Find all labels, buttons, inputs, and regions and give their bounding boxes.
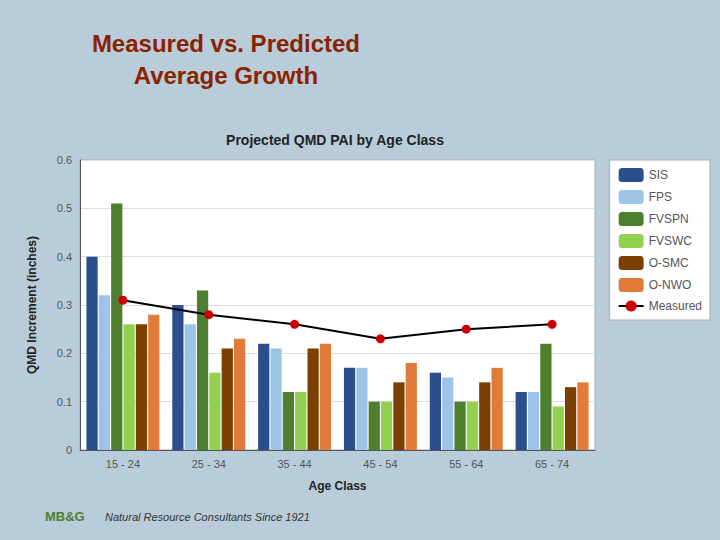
svg-text:45 - 54: 45 - 54 <box>363 458 397 470</box>
svg-text:25 - 34: 25 - 34 <box>192 458 226 470</box>
svg-text:O-NWO: O-NWO <box>649 278 692 292</box>
svg-text:FVSWC: FVSWC <box>649 234 693 248</box>
svg-text:65 - 74: 65 - 74 <box>535 458 569 470</box>
svg-text:0.3: 0.3 <box>57 299 72 311</box>
svg-text:0.1: 0.1 <box>57 396 72 408</box>
svg-text:O-SMC: O-SMC <box>649 256 689 270</box>
svg-text:0.4: 0.4 <box>57 251 72 263</box>
svg-text:0.5: 0.5 <box>57 202 72 214</box>
svg-text:MB&G: MB&G <box>45 509 85 524</box>
svg-text:FPS: FPS <box>649 190 672 204</box>
svg-text:FVSPN: FVSPN <box>649 212 689 226</box>
svg-text:0.2: 0.2 <box>57 347 72 359</box>
svg-text:QMD Increment (inches): QMD Increment (inches) <box>25 236 39 374</box>
svg-text:Natural Resource Consultants S: Natural Resource Consultants Since 1921 <box>105 511 310 523</box>
svg-text:0.6: 0.6 <box>57 154 72 166</box>
svg-text:15 - 24: 15 - 24 <box>106 458 140 470</box>
svg-text:Measured: Measured <box>649 299 702 313</box>
svg-text:Age Class: Age Class <box>308 479 366 493</box>
svg-text:Measured vs. Predicted: Measured vs. Predicted <box>92 30 360 57</box>
svg-text:55 - 64: 55 - 64 <box>449 458 483 470</box>
svg-text:Average Growth: Average Growth <box>134 62 319 89</box>
svg-text:Projected QMD PAI by Age Class: Projected QMD PAI by Age Class <box>226 132 444 148</box>
svg-text:35 - 44: 35 - 44 <box>277 458 311 470</box>
svg-text:SIS: SIS <box>649 168 668 182</box>
svg-text:0: 0 <box>66 444 72 456</box>
